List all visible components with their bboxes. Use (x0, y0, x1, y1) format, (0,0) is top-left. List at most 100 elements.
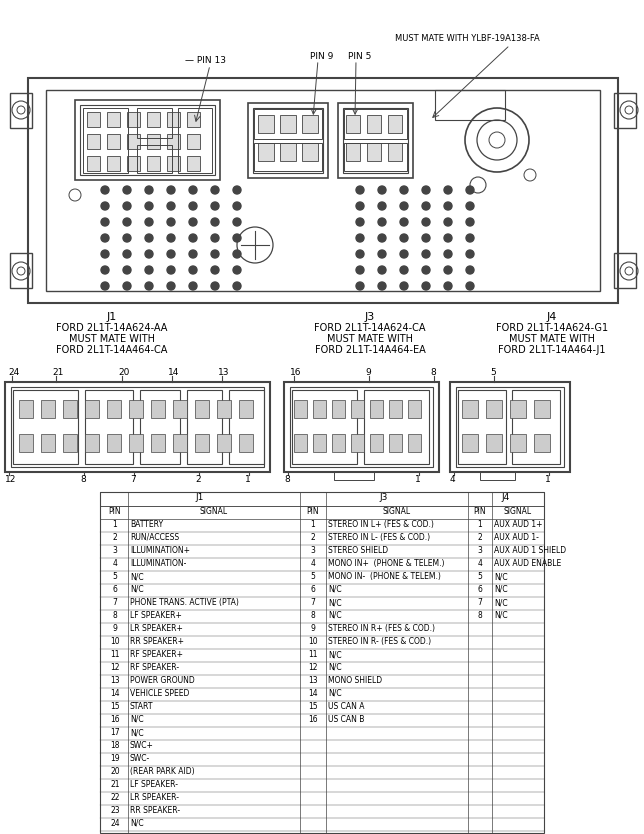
Text: FORD 2L1T-14A624-G1: FORD 2L1T-14A624-G1 (496, 323, 608, 333)
Text: MUST MATE WITH: MUST MATE WITH (509, 334, 595, 344)
Text: POWER GROUND: POWER GROUND (130, 676, 194, 685)
Circle shape (356, 186, 364, 194)
Bar (292, 390, 357, 464)
Bar (10, 93, 32, 128)
Bar (80, 105, 215, 175)
Circle shape (400, 282, 408, 290)
Bar (388, 115, 402, 133)
Text: ILLUMINATION+: ILLUMINATION+ (130, 546, 190, 555)
Bar (151, 434, 165, 452)
Text: FORD 2L1T-14A624-AA: FORD 2L1T-14A624-AA (56, 323, 167, 333)
Circle shape (466, 186, 474, 194)
Circle shape (400, 186, 408, 194)
Circle shape (123, 266, 131, 274)
Text: 21: 21 (110, 780, 120, 789)
Text: US CAN B: US CAN B (328, 715, 365, 724)
Text: MONO IN-  (PHONE & TELEM.): MONO IN- (PHONE & TELEM.) (328, 572, 441, 581)
Text: 1: 1 (113, 520, 117, 529)
Bar (614, 253, 636, 288)
Circle shape (233, 186, 241, 194)
Circle shape (145, 202, 153, 210)
Circle shape (189, 250, 197, 258)
Bar (129, 400, 143, 418)
Text: 12: 12 (110, 663, 120, 672)
Text: 7: 7 (130, 475, 136, 484)
Circle shape (145, 282, 153, 290)
Bar (127, 112, 140, 127)
Bar (85, 390, 133, 464)
Bar (367, 143, 381, 161)
Text: 13: 13 (218, 368, 229, 377)
Circle shape (189, 186, 197, 194)
Text: 1: 1 (478, 520, 482, 529)
Bar (41, 434, 55, 452)
Bar (217, 400, 231, 418)
Bar (346, 115, 360, 133)
Text: AUX AUD ENABLE: AUX AUD ENABLE (494, 559, 562, 568)
Text: N/C: N/C (494, 611, 507, 620)
Text: N/C: N/C (130, 819, 144, 828)
Bar (510, 434, 526, 452)
Bar (367, 115, 381, 133)
Text: N/C: N/C (494, 598, 507, 607)
Circle shape (444, 282, 452, 290)
Bar (351, 434, 364, 452)
Text: 2: 2 (310, 533, 316, 542)
Text: J4: J4 (502, 493, 510, 502)
Bar (187, 156, 200, 171)
Circle shape (145, 250, 153, 258)
Circle shape (123, 186, 131, 194)
Bar (87, 134, 100, 149)
Text: 13: 13 (308, 676, 317, 685)
Circle shape (189, 234, 197, 242)
Text: 13: 13 (110, 676, 120, 685)
Text: STEREO IN L- (FES & COD.): STEREO IN L- (FES & COD.) (328, 533, 430, 542)
Text: FORD 2L1T-14A624-CA: FORD 2L1T-14A624-CA (314, 323, 426, 333)
Circle shape (356, 250, 364, 258)
Text: PIN: PIN (109, 507, 121, 516)
Bar (364, 390, 429, 464)
Bar (346, 143, 360, 161)
Text: 1: 1 (245, 475, 251, 484)
Circle shape (211, 282, 219, 290)
Bar (512, 390, 560, 464)
Text: 16: 16 (290, 368, 301, 377)
Text: US CAN A: US CAN A (328, 702, 365, 711)
Text: LF SPEAKER+: LF SPEAKER+ (130, 611, 182, 620)
Circle shape (211, 218, 219, 226)
Bar (343, 108, 408, 173)
Bar (19, 434, 33, 452)
Bar (10, 253, 32, 288)
Bar (147, 134, 160, 149)
Text: — PIN 13: — PIN 13 (185, 56, 226, 64)
Circle shape (378, 234, 386, 242)
Text: PHONE TRANS. ACTIVE (PTA): PHONE TRANS. ACTIVE (PTA) (130, 598, 239, 607)
Bar (87, 156, 100, 171)
Bar (344, 143, 407, 171)
Text: J3: J3 (380, 493, 388, 502)
Bar (127, 134, 140, 149)
Circle shape (400, 250, 408, 258)
Circle shape (444, 266, 452, 274)
Text: FORD 2L1T-14A464-EA: FORD 2L1T-14A464-EA (315, 345, 426, 355)
Text: 5: 5 (310, 572, 316, 581)
Text: STEREO IN L+ (FES & COD.): STEREO IN L+ (FES & COD.) (328, 520, 434, 529)
Text: J3: J3 (365, 312, 375, 322)
Text: 24: 24 (8, 368, 19, 377)
Text: 14: 14 (308, 689, 317, 698)
Bar (11, 387, 264, 467)
Bar (75, 100, 220, 180)
Bar (147, 156, 160, 171)
Circle shape (101, 186, 109, 194)
Bar (13, 390, 78, 464)
Circle shape (189, 266, 197, 274)
Text: 4: 4 (310, 559, 316, 568)
Bar (435, 90, 505, 120)
Circle shape (356, 282, 364, 290)
Text: J1: J1 (196, 493, 204, 502)
Text: N/C: N/C (130, 715, 144, 724)
Bar (127, 156, 140, 171)
Text: PIN 5: PIN 5 (348, 52, 372, 61)
Circle shape (233, 234, 241, 242)
Text: SIGNAL: SIGNAL (200, 507, 228, 516)
